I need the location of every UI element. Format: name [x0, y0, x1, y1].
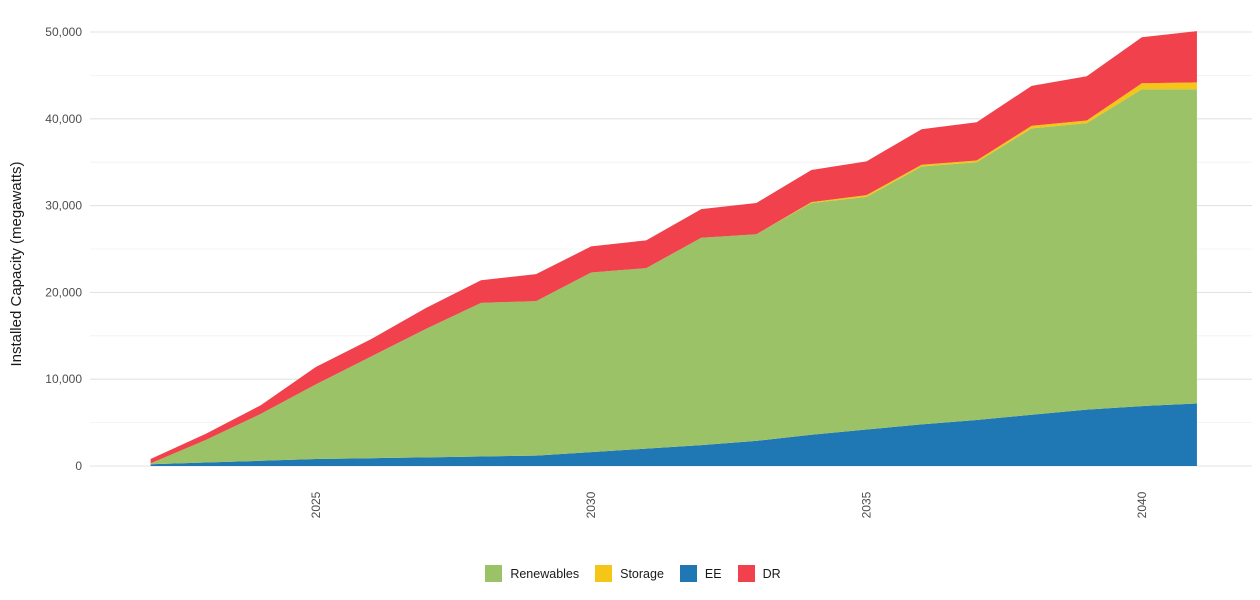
area-series-renewables [150, 89, 1197, 465]
x-tick-label: 2035 [860, 491, 874, 518]
legend-label: Storage [620, 566, 664, 581]
legend-key-storage [595, 565, 613, 582]
x-tick-label: 2030 [584, 491, 598, 518]
y-tick-label: 50,000 [45, 25, 82, 39]
legend-label: Renewables [510, 566, 580, 581]
legend-item-ee: EE [679, 565, 722, 582]
legend-key-ee [679, 565, 697, 582]
area-series-dr [150, 31, 1197, 464]
x-axis-ticks: 2025 2030 2035 2040 [309, 491, 1149, 518]
legend-item-storage: Storage [595, 565, 664, 582]
y-axis-ticks: 0 10,000 20,000 30,000 40,000 50,000 [45, 25, 82, 473]
y-tick-label: 10,000 [45, 372, 82, 386]
legend: Renewables Storage EE DR [0, 565, 1260, 582]
x-tick-label: 2040 [1135, 491, 1149, 518]
area-series [150, 31, 1197, 466]
legend-key-dr [737, 565, 755, 582]
legend-key-renewables [485, 565, 503, 582]
y-tick-label: 20,000 [45, 285, 82, 299]
y-axis-title: Installed Capacity (megawatts) [8, 161, 25, 366]
legend-item-renewables: Renewables [485, 565, 579, 582]
area-series-ee [150, 403, 1197, 466]
y-tick-label: 40,000 [45, 112, 82, 126]
legend-label: DR [762, 566, 781, 581]
legend-item-dr: DR [737, 565, 781, 582]
y-tick-label: 30,000 [45, 199, 82, 213]
x-tick-label: 2025 [309, 491, 323, 518]
legend-label: EE [704, 566, 722, 581]
y-tick-label: 0 [75, 459, 82, 473]
